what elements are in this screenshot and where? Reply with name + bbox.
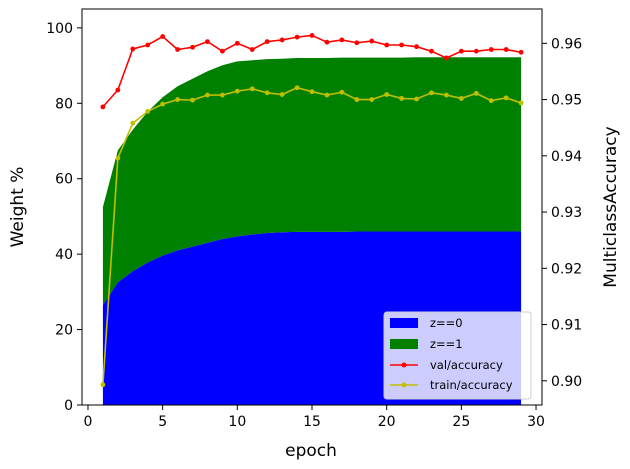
y-left-tick-label: 20 bbox=[55, 323, 73, 339]
point-train bbox=[339, 89, 345, 95]
y-right-tick-label: 0.92 bbox=[551, 261, 582, 277]
point-train bbox=[100, 382, 106, 388]
point-train bbox=[354, 97, 360, 102]
area-series-z1 bbox=[102, 57, 522, 306]
point-train bbox=[444, 92, 449, 98]
point-train bbox=[264, 90, 270, 96]
y-right-tick-label: 0.96 bbox=[551, 36, 582, 52]
line-layer bbox=[100, 33, 524, 388]
legend-swatch-z1 bbox=[390, 339, 418, 349]
point-val bbox=[324, 39, 330, 45]
point-val bbox=[473, 48, 479, 54]
point-val bbox=[219, 48, 225, 54]
point-val bbox=[234, 40, 240, 46]
point-train bbox=[294, 85, 300, 91]
point-train bbox=[309, 89, 315, 95]
x-tick-label: 20 bbox=[378, 414, 396, 430]
y-left-tick-label: 0 bbox=[64, 398, 73, 414]
y-axis-right: 0.90 0.91 0.92 0.93 0.94 0.95 0.96 bbox=[542, 36, 582, 390]
point-val bbox=[264, 39, 270, 45]
point-train bbox=[369, 97, 375, 102]
point-val bbox=[414, 44, 419, 50]
legend-label-train: train/accuracy bbox=[430, 378, 513, 392]
point-train bbox=[414, 96, 419, 102]
legend-label-z0: z==0 bbox=[430, 316, 463, 330]
point-val bbox=[444, 55, 449, 61]
point-val bbox=[205, 39, 210, 45]
x-tick-label: 15 bbox=[303, 414, 321, 430]
point-train bbox=[190, 97, 195, 103]
x-tick-label: 30 bbox=[527, 414, 545, 430]
point-val bbox=[458, 48, 464, 54]
point-val bbox=[115, 87, 121, 93]
point-train bbox=[399, 96, 405, 101]
point-val bbox=[294, 34, 300, 40]
point-train bbox=[175, 97, 180, 102]
x-axis-label: epoch bbox=[285, 441, 337, 461]
point-train bbox=[160, 101, 166, 107]
point-val bbox=[175, 47, 180, 52]
y-right-tick-label: 0.93 bbox=[551, 205, 582, 221]
x-tick-label: 5 bbox=[158, 414, 167, 430]
point-val bbox=[190, 44, 195, 50]
x-tick-label: 0 bbox=[84, 414, 93, 430]
y-right-tick-label: 0.95 bbox=[551, 93, 582, 109]
y-right-tick-label: 0.90 bbox=[551, 374, 582, 390]
point-val bbox=[518, 49, 524, 55]
point-val bbox=[100, 104, 106, 110]
y-axis-left: 0 20 40 60 80 100 bbox=[46, 21, 82, 414]
point-train bbox=[145, 108, 151, 114]
x-tick-label: 25 bbox=[452, 414, 470, 430]
legend-label-val: val/accuracy bbox=[430, 358, 503, 372]
point-train bbox=[324, 92, 330, 98]
legend-swatch-z0 bbox=[390, 318, 418, 328]
point-train bbox=[458, 96, 464, 101]
point-train bbox=[503, 95, 509, 101]
point-train bbox=[130, 120, 136, 126]
point-val bbox=[503, 47, 509, 52]
point-val bbox=[369, 38, 375, 44]
point-val bbox=[249, 47, 255, 52]
legend-swatch-train-marker bbox=[401, 382, 407, 388]
point-train bbox=[518, 100, 524, 106]
point-train bbox=[429, 90, 434, 96]
y-left-tick-label: 80 bbox=[55, 96, 73, 112]
y-axis-left-label: Weight % bbox=[8, 167, 28, 248]
point-train bbox=[234, 88, 240, 94]
point-train bbox=[279, 92, 285, 97]
point-train bbox=[249, 86, 255, 92]
y-left-tick-label: 60 bbox=[55, 172, 73, 188]
point-val bbox=[279, 37, 285, 43]
point-train bbox=[384, 92, 390, 97]
x-axis: 0 5 10 15 20 25 30 bbox=[84, 405, 545, 430]
x-tick-label: 10 bbox=[228, 414, 246, 430]
point-val bbox=[309, 33, 315, 38]
point-val bbox=[160, 34, 166, 39]
point-val bbox=[488, 47, 494, 52]
point-train bbox=[488, 98, 494, 104]
point-val bbox=[384, 42, 390, 48]
point-train bbox=[473, 90, 479, 96]
y-left-tick-label: 40 bbox=[55, 247, 73, 263]
point-val bbox=[130, 46, 136, 52]
point-val bbox=[339, 37, 345, 43]
point-train bbox=[205, 92, 210, 98]
point-val bbox=[399, 42, 405, 48]
point-train bbox=[219, 92, 225, 98]
y-left-tick-label: 100 bbox=[46, 21, 73, 37]
y-axis-right-label: MulticlassAccuracy bbox=[601, 126, 621, 287]
legend-swatch-val-marker bbox=[401, 362, 407, 368]
legend-box bbox=[383, 311, 532, 400]
y-right-tick-label: 0.91 bbox=[551, 318, 582, 334]
point-train bbox=[115, 155, 121, 161]
y-right-tick-label: 0.94 bbox=[551, 149, 582, 165]
point-val bbox=[354, 40, 360, 46]
point-val bbox=[145, 42, 151, 48]
legend: z==0 z==1 val/accuracy train/accuracy bbox=[383, 311, 532, 400]
legend-label-z1: z==1 bbox=[430, 337, 463, 351]
point-val bbox=[429, 48, 434, 54]
